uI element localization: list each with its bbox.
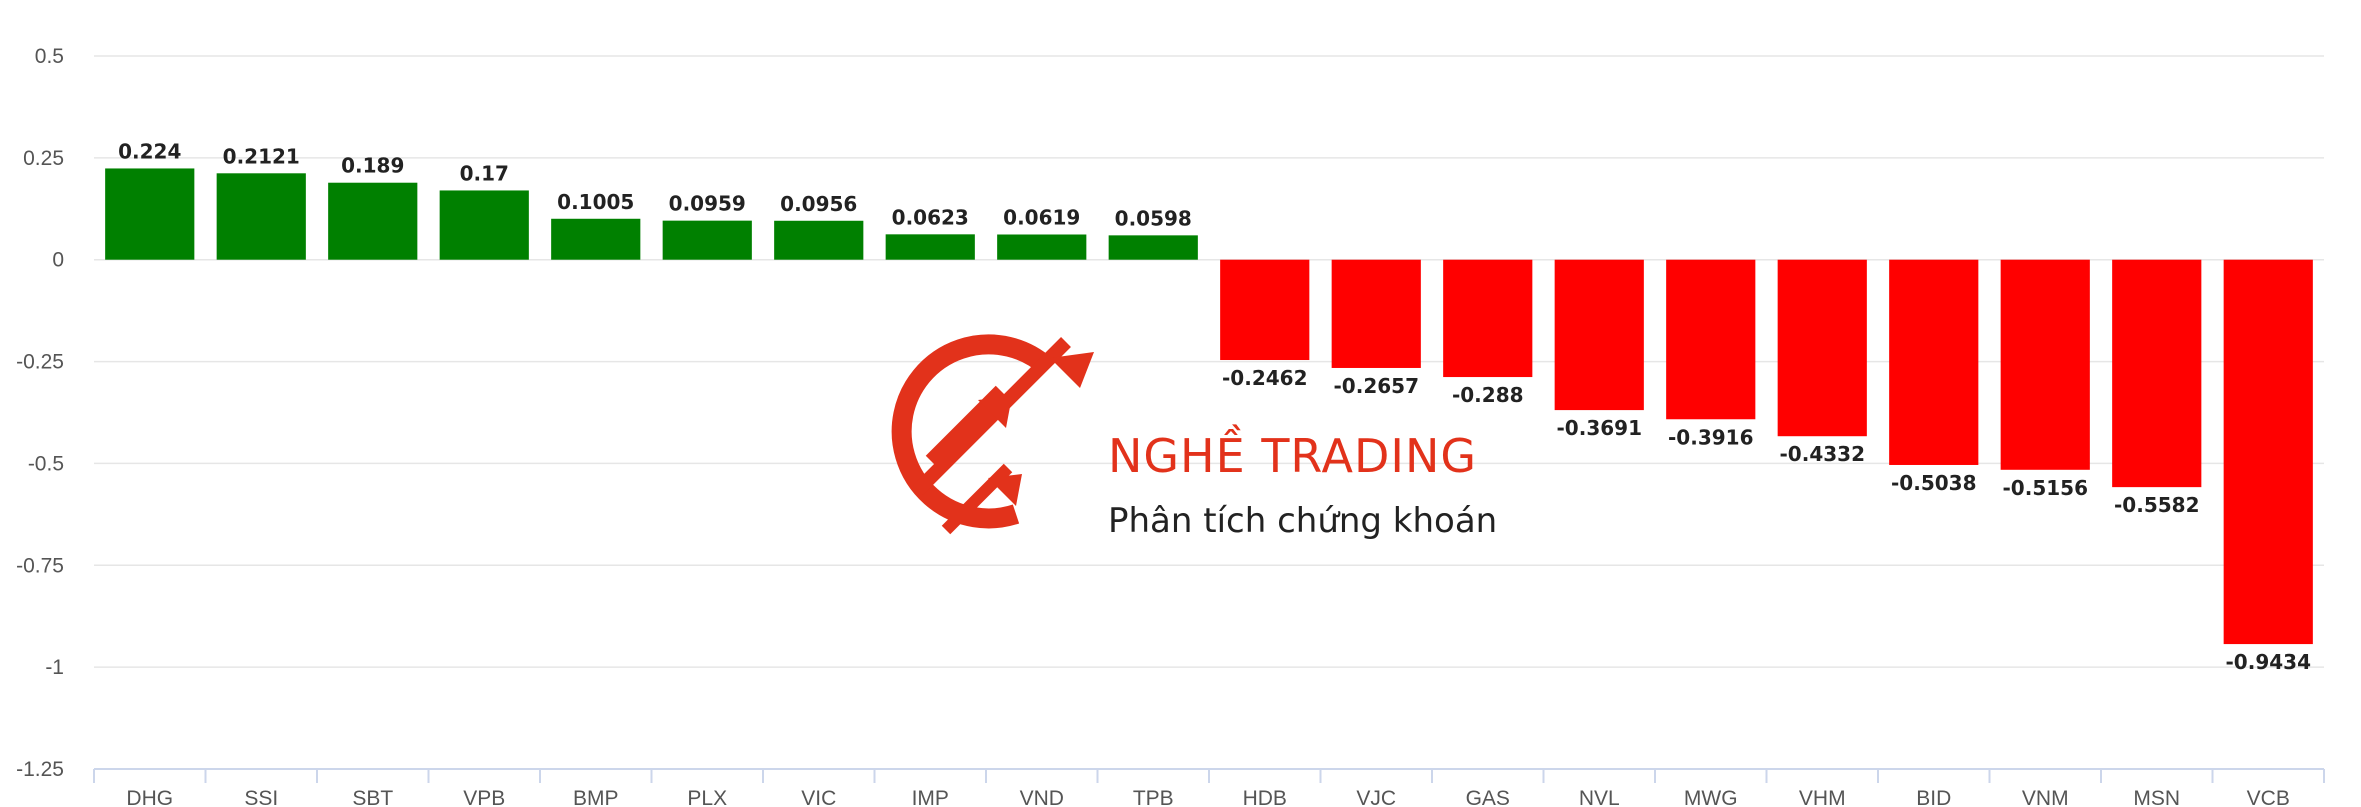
- y-tick-label: -0.5: [28, 452, 64, 475]
- x-tick-label: SBT: [352, 787, 393, 807]
- data-label: -0.9434: [2226, 650, 2311, 674]
- x-tick-label: HDB: [1243, 787, 1287, 807]
- x-tick-label: PLX: [687, 787, 727, 807]
- data-label: 0.0959: [669, 192, 746, 216]
- logo-arrows-icon: [891, 334, 1094, 535]
- bar-vcb: [2223, 259, 2313, 645]
- x-tick-label: VPB: [463, 787, 505, 807]
- x-tick-label: VNM: [2022, 787, 2069, 807]
- y-tick-label: -1.25: [16, 758, 64, 781]
- grid-lines: [94, 55, 2324, 668]
- bar-ssi: [216, 173, 306, 260]
- y-tick-label: -0.75: [16, 554, 64, 577]
- data-label: -0.4332: [1780, 442, 1865, 466]
- data-label: -0.5038: [1891, 471, 1976, 495]
- data-label: 0.0623: [892, 205, 969, 229]
- bar-sbt: [328, 182, 418, 260]
- data-label: 0.1005: [557, 190, 634, 214]
- bar-vjc: [1331, 259, 1421, 368]
- x-axis: DHG SSI SBT VPB BMP PLX VIC IMP VND TPB HDB VJC GAS N…: [93, 768, 2325, 807]
- y-axis-ticks: 0.5 0.25 0 -0.25 -0.5 -0.75 -1 -1.25: [16, 45, 64, 781]
- bar-mwg: [1666, 259, 1756, 420]
- bar-tpb: [1108, 235, 1198, 260]
- bar-bmp: [551, 218, 641, 260]
- x-tick-label: DHG: [126, 787, 173, 807]
- data-label: 0.17: [460, 161, 509, 185]
- bar-msn: [2112, 259, 2202, 488]
- bar-plx: [662, 220, 752, 260]
- bar-vhm: [1777, 259, 1867, 437]
- watermark-title: NGHỀ TRADING: [1108, 424, 1477, 483]
- x-tick-label: VCB: [2247, 787, 2290, 807]
- bar-gas: [1443, 259, 1533, 378]
- data-label: 0.224: [118, 139, 181, 163]
- x-tick-label: TPB: [1133, 787, 1174, 807]
- x-tick-label: GAS: [1466, 787, 1510, 807]
- x-tick-label: SSI: [244, 787, 278, 807]
- bar-vnm: [2000, 259, 2090, 470]
- bar-vpb: [439, 190, 529, 260]
- x-tick-label: BMP: [573, 787, 619, 807]
- data-label: -0.5582: [2114, 493, 2199, 517]
- data-label: 0.0956: [780, 192, 857, 216]
- y-tick-label: -1: [45, 656, 64, 679]
- x-tick-label: VIC: [801, 787, 836, 807]
- x-tick-label: MWG: [1684, 787, 1738, 807]
- data-label: 0.0619: [1003, 205, 1080, 229]
- x-tick-label: NVL: [1579, 787, 1620, 807]
- watermark-logo: NGHỀ TRADING Phân tích chứng khoán: [891, 334, 1497, 541]
- x-tick-label: BID: [1916, 787, 1951, 807]
- x-tick-label: VND: [1020, 787, 1064, 807]
- bar-nvl: [1554, 259, 1644, 411]
- data-labels: 0.224 0.2121 0.189 0.17 0.1005 0.0959 0.0956 0.…: [118, 139, 2311, 674]
- bar-vnd: [997, 234, 1087, 260]
- bar-hdb: [1220, 259, 1310, 361]
- y-tick-label: 0: [52, 249, 64, 272]
- y-tick-label: 0.5: [35, 45, 64, 68]
- data-label: 0.0598: [1115, 206, 1192, 230]
- data-label: -0.3691: [1557, 416, 1642, 440]
- bar-dhg: [105, 168, 195, 260]
- data-label: -0.3916: [1668, 425, 1753, 449]
- bar-bid: [1889, 259, 1979, 465]
- x-tick-label: VHM: [1799, 787, 1846, 807]
- watermark-subtitle: Phân tích chứng khoán: [1108, 501, 1497, 541]
- bar-imp: [885, 234, 975, 260]
- bar-vic: [774, 220, 864, 260]
- data-label: -0.288: [1452, 383, 1524, 407]
- data-label: 0.2121: [223, 144, 300, 168]
- y-tick-label: 0.25: [23, 147, 64, 170]
- data-label: -0.2462: [1222, 366, 1307, 390]
- x-tick-label: VJC: [1356, 787, 1396, 807]
- data-label: 0.189: [341, 154, 404, 178]
- x-tick-label: MSN: [2133, 787, 2180, 807]
- y-tick-label: -0.25: [16, 351, 64, 374]
- x-tick-label: IMP: [912, 787, 949, 807]
- data-label: -0.5156: [2003, 476, 2088, 500]
- bars: [105, 168, 2313, 645]
- data-label: -0.2657: [1334, 374, 1419, 398]
